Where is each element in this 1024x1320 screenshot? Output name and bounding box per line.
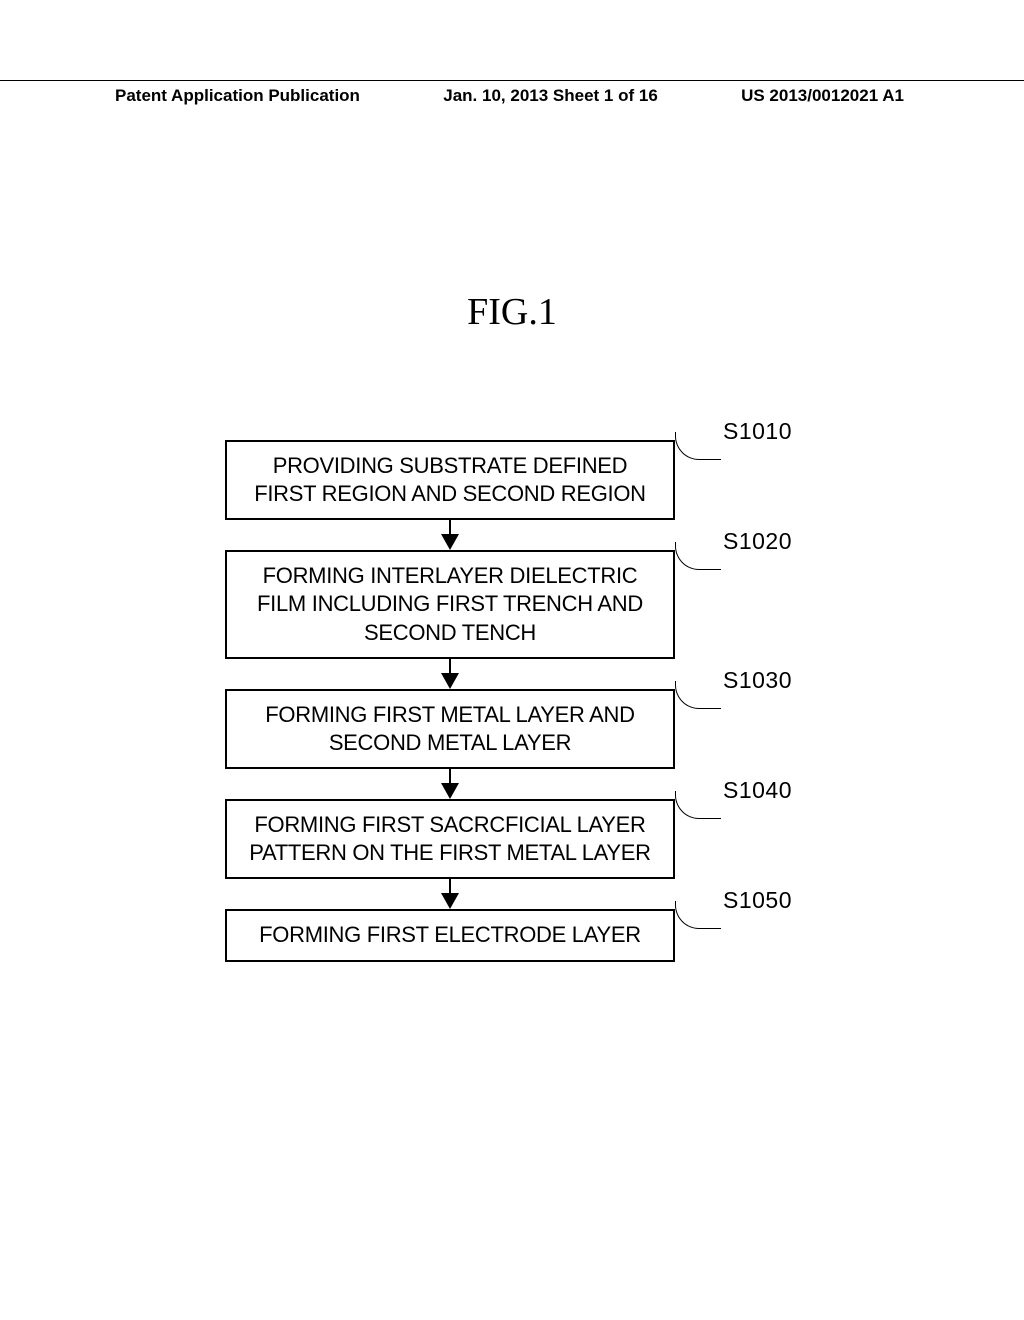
step-label: S1020 [723, 528, 792, 555]
leader-line [675, 542, 721, 570]
step-text: FORMING FIRST SACRCFICIAL LAYER PATTERN … [241, 811, 659, 867]
step-box: FORMING FIRST SACRCFICIAL LAYER PATTERN … [225, 799, 675, 879]
step-box: FORMING FIRST ELECTRODE LAYER [225, 909, 675, 961]
page-header: Patent Application Publication Jan. 10, … [0, 80, 1024, 106]
step-box: PROVIDING SUBSTRATE DEFINED FIRST REGION… [225, 440, 675, 520]
flow-arrow [225, 769, 675, 799]
step-label: S1030 [723, 667, 792, 694]
step-text: FORMING FIRST ELECTRODE LAYER [259, 921, 641, 949]
flowchart-step: S1020 FORMING INTERLAYER DIELECTRIC FILM… [225, 550, 855, 658]
step-box: FORMING INTERLAYER DIELECTRIC FILM INCLU… [225, 550, 675, 658]
step-label: S1040 [723, 777, 792, 804]
step-text: FORMING INTERLAYER DIELECTRIC FILM INCLU… [241, 562, 659, 646]
flow-arrow [225, 520, 675, 550]
arrow-head-icon [441, 534, 459, 550]
leader-line [675, 901, 721, 929]
flowchart: S1010 PROVIDING SUBSTRATE DEFINED FIRST … [225, 440, 855, 962]
arrow-head-icon [441, 783, 459, 799]
step-text: FORMING FIRST METAL LAYER AND SECOND MET… [241, 701, 659, 757]
flow-arrow [225, 659, 675, 689]
figure-title: FIG.1 [467, 290, 557, 334]
step-box: FORMING FIRST METAL LAYER AND SECOND MET… [225, 689, 675, 769]
arrow-head-icon [441, 893, 459, 909]
step-label: S1050 [723, 887, 792, 914]
leader-line [675, 681, 721, 709]
arrow-head-icon [441, 673, 459, 689]
step-text: PROVIDING SUBSTRATE DEFINED FIRST REGION… [241, 452, 659, 508]
flowchart-step: S1050 FORMING FIRST ELECTRODE LAYER [225, 909, 855, 961]
flow-arrow [225, 879, 675, 909]
header-center: Jan. 10, 2013 Sheet 1 of 16 [443, 86, 658, 106]
header-row: Patent Application Publication Jan. 10, … [0, 86, 1024, 106]
header-right: US 2013/0012021 A1 [741, 86, 904, 106]
flowchart-step: S1040 FORMING FIRST SACRCFICIAL LAYER PA… [225, 799, 855, 879]
flowchart-step: S1010 PROVIDING SUBSTRATE DEFINED FIRST … [225, 440, 855, 520]
leader-line [675, 432, 721, 460]
flowchart-step: S1030 FORMING FIRST METAL LAYER AND SECO… [225, 689, 855, 769]
step-label: S1010 [723, 418, 792, 445]
header-left: Patent Application Publication [115, 86, 360, 106]
leader-line [675, 791, 721, 819]
